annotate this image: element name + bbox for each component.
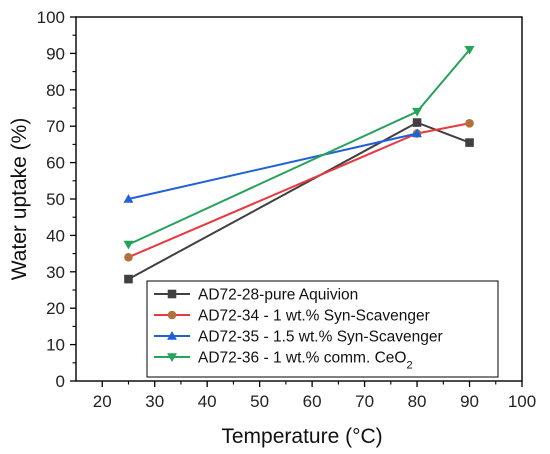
- y-tick-label-20: 20: [46, 299, 65, 318]
- legend-label-2: AD72-34 - 1 wt.% Syn-Scavenger: [198, 308, 430, 325]
- y-tick-label-100: 100: [37, 8, 65, 27]
- data-point-s1-1: [124, 274, 133, 284]
- legend-label-4: AD72-36 - 1 wt.% comm. CeO2: [198, 350, 413, 372]
- legend-label-4-subscript: 2: [406, 360, 412, 372]
- series-line-1: [127, 121, 470, 280]
- y-tick-label-0: 0: [56, 372, 65, 391]
- data-point-s4-1: [123, 240, 134, 250]
- y-tick-label-30: 30: [46, 263, 65, 282]
- data-point-s3-1: [123, 194, 134, 203]
- y-axis-title: Water uptake (%): [8, 118, 31, 281]
- series-line-2: [128, 122, 470, 259]
- x-tick-label-80: 80: [408, 392, 427, 411]
- x-tick-label-90: 90: [460, 392, 479, 411]
- x-tick-label-60: 60: [303, 392, 322, 411]
- data-point-s4-3: [464, 46, 475, 55]
- x-tick-label-30: 30: [145, 392, 164, 411]
- legend-box: [146, 280, 499, 378]
- legend-marker-1: [167, 289, 177, 299]
- x-axis-title: Temperature (°C): [221, 425, 382, 448]
- data-point-s1-3: [465, 138, 474, 147]
- y-tick-label-40: 40: [46, 226, 65, 245]
- legend: AD72-28-pure Aquivion AD72-34 - 1 wt.% Sy…: [146, 280, 499, 378]
- legend-label-1: AD72-28-pure Aquivion: [198, 287, 358, 304]
- y-tick-label-60: 60: [46, 154, 65, 173]
- legend-label-3: AD72-35 - 1.5 wt.% Syn-Scavenger: [198, 329, 443, 346]
- y-tick-label-90: 90: [46, 44, 65, 63]
- x-tick-label-50: 50: [250, 392, 269, 411]
- plot-area: [123, 46, 475, 284]
- series-line-4: [128, 49, 471, 246]
- series-line-3: [128, 132, 418, 200]
- axes: 20 30 40 50 60 70 80 90 100 0 10 20 30 40 50 60 70 80 90 10…: [37, 8, 537, 411]
- x-tick-label-100: 100: [508, 392, 536, 411]
- legend-marker-4: [167, 353, 177, 362]
- x-tick-label-20: 20: [93, 392, 112, 411]
- y-tick-label-50: 50: [46, 190, 65, 209]
- legend-marker-3: [167, 331, 177, 340]
- x-tick-label-70: 70: [355, 392, 374, 411]
- data-point-s4-2: [412, 107, 423, 117]
- x-tick-label-40: 40: [198, 392, 217, 411]
- data-point-s2-1: [124, 252, 133, 262]
- y-tick-label-80: 80: [46, 81, 65, 100]
- legend-marker-2: [167, 310, 177, 320]
- data-point-s3-2: [412, 128, 423, 138]
- y-tick-label-70: 70: [46, 117, 65, 136]
- y-tick-label-10: 10: [46, 336, 65, 355]
- data-point-s2-3: [465, 118, 474, 128]
- data-point-s1-2: [412, 118, 422, 127]
